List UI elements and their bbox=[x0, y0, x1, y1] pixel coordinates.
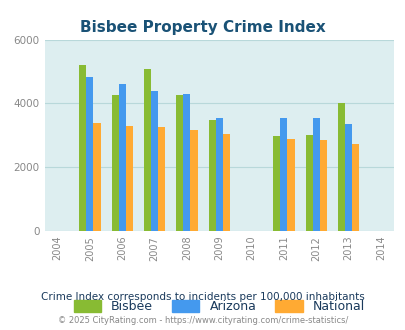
Bar bbox=[143, 69, 151, 231]
Bar bbox=[183, 94, 190, 231]
Bar bbox=[118, 83, 126, 231]
Bar bbox=[126, 126, 132, 231]
Bar bbox=[337, 103, 344, 231]
Bar bbox=[158, 127, 165, 231]
Bar bbox=[312, 118, 319, 231]
Bar bbox=[93, 123, 100, 231]
Bar bbox=[344, 124, 351, 231]
Bar bbox=[79, 65, 86, 231]
Bar bbox=[111, 95, 118, 231]
Bar bbox=[222, 134, 229, 231]
Bar bbox=[215, 118, 222, 231]
Bar bbox=[280, 118, 287, 231]
Bar bbox=[273, 136, 280, 231]
Bar bbox=[287, 140, 294, 231]
Bar bbox=[305, 135, 312, 231]
Legend: Bisbee, Arizona, National: Bisbee, Arizona, National bbox=[68, 295, 369, 318]
Bar bbox=[208, 120, 215, 231]
Bar bbox=[86, 77, 93, 231]
Bar bbox=[190, 130, 197, 231]
Bar bbox=[151, 91, 158, 231]
Text: Bisbee Property Crime Index: Bisbee Property Crime Index bbox=[80, 20, 325, 35]
Bar bbox=[176, 95, 183, 231]
Bar bbox=[351, 144, 358, 231]
Text: © 2025 CityRating.com - https://www.cityrating.com/crime-statistics/: © 2025 CityRating.com - https://www.city… bbox=[58, 315, 347, 325]
Bar bbox=[319, 140, 326, 231]
Text: Crime Index corresponds to incidents per 100,000 inhabitants: Crime Index corresponds to incidents per… bbox=[41, 292, 364, 302]
